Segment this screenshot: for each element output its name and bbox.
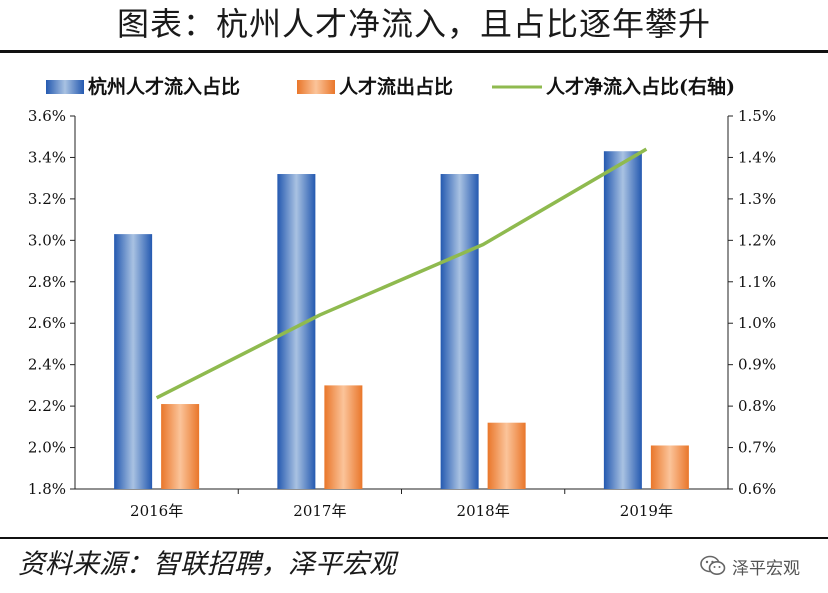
y-left-tick-label: 1.8%	[28, 480, 66, 498]
y-left-tick-label: 2.2%	[28, 397, 66, 415]
chart-title: 图表：杭州人才净流入，且占比逐年攀升	[116, 5, 711, 43]
bar-inflow	[440, 174, 479, 489]
axes: 1.8% 2.0% 2.2% 2.4% 2.6% 2.8% 3.0% 3.2% 3.4% 3.6%…	[28, 107, 776, 520]
y-right-tick-label: 1.5%	[738, 107, 776, 125]
legend: 杭州人才流入占比 人才流出占比 人才净流入占比(右轴)	[46, 75, 735, 98]
x-tick-label: 2016年	[130, 502, 183, 520]
legend-label: 人才净流入占比(右轴)	[546, 75, 735, 98]
y-left-tick-label: 2.8%	[28, 273, 66, 291]
bar-outflow	[161, 404, 200, 489]
legend-item-1: 杭州人才流入占比	[46, 75, 240, 98]
x-tick-label: 2018年	[457, 502, 510, 520]
x-tick-label: 2019年	[620, 502, 673, 520]
y-left-tick-label: 3.0%	[28, 231, 66, 249]
legend-swatch	[297, 80, 335, 94]
y-right-tick-label: 0.8%	[738, 397, 776, 415]
y-right-tick-label: 0.6%	[738, 480, 776, 498]
y-right-tick-label: 1.0%	[738, 314, 776, 332]
footer-rule	[0, 537, 828, 539]
line-net-inflow	[155, 147, 648, 400]
chart: 杭州人才流入占比 人才流出占比 人才净流入占比(右轴) 1.8% 2.0% 2.2% 2.…	[28, 75, 776, 520]
watermark: 泽平宏观	[700, 553, 800, 579]
y-left-tick-label: 2.0%	[28, 439, 66, 457]
watermark-text: 泽平宏观	[732, 558, 800, 579]
wechat-icon	[700, 555, 726, 575]
bar-inflow	[603, 151, 642, 489]
y-right-tick-label: 1.1%	[738, 273, 776, 291]
bar-inflow	[277, 174, 316, 489]
bar-outflow	[650, 445, 689, 489]
y-left-tick-label: 3.6%	[28, 107, 66, 125]
legend-label: 杭州人才流入占比	[88, 75, 240, 98]
bar-outflow	[487, 422, 526, 489]
bar-outflow	[324, 385, 363, 489]
y-right-tick-label: 1.3%	[738, 190, 776, 208]
legend-item-3: 人才净流入占比(右轴)	[492, 75, 735, 98]
source-note: 资料来源：智联招聘，泽平宏观	[18, 549, 396, 580]
y-left-tick-label: 2.6%	[28, 314, 66, 332]
x-tick-label: 2017年	[293, 502, 346, 520]
bars	[114, 151, 689, 489]
y-left-tick-label: 3.2%	[28, 190, 66, 208]
y-right-tick-label: 1.4%	[738, 148, 776, 166]
bar-inflow	[114, 234, 153, 489]
y-right-tick-label: 0.7%	[738, 439, 776, 457]
y-right-tick-label: 1.2%	[738, 231, 776, 249]
title-rule	[0, 50, 828, 53]
y-left-tick-label: 3.4%	[28, 148, 66, 166]
y-right-tick-label: 0.9%	[738, 356, 776, 374]
legend-label: 人才流出占比	[339, 75, 453, 98]
legend-swatch	[46, 80, 84, 94]
line-series	[155, 147, 648, 400]
legend-item-2: 人才流出占比	[297, 75, 453, 98]
y-left-tick-label: 2.4%	[28, 356, 66, 374]
